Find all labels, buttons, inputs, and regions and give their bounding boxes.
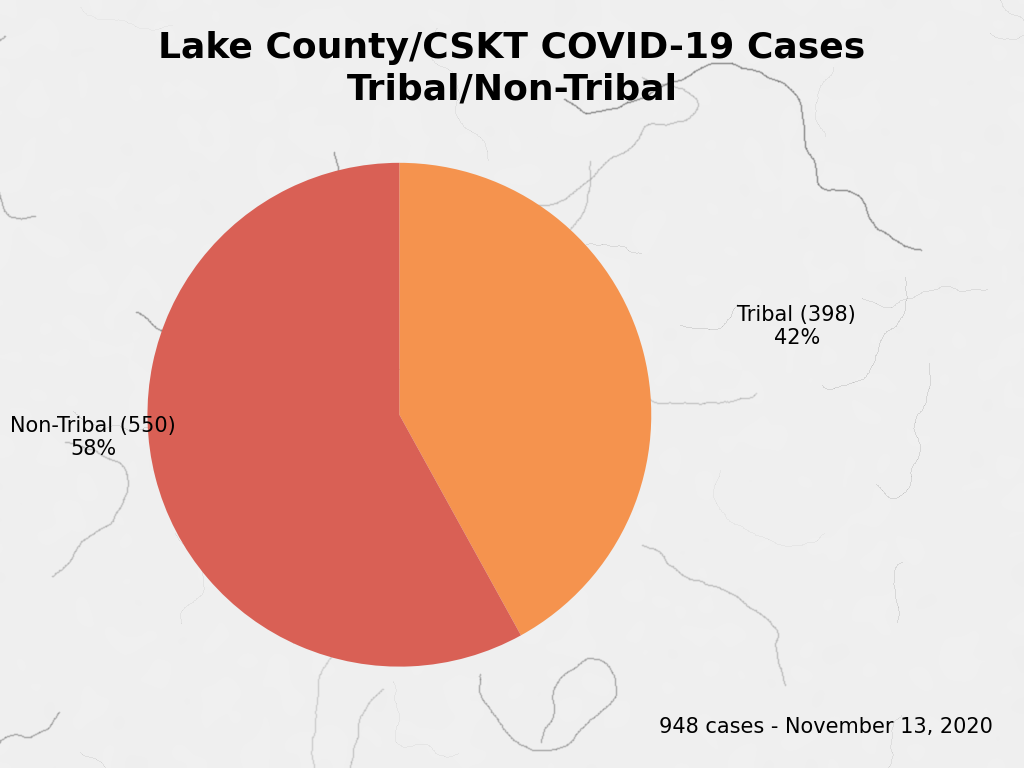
Text: Lake County/CSKT COVID-19 Cases
Tribal/Non-Tribal: Lake County/CSKT COVID-19 Cases Tribal/N… xyxy=(159,31,865,107)
Wedge shape xyxy=(399,163,651,635)
Text: 948 cases - November 13, 2020: 948 cases - November 13, 2020 xyxy=(659,717,993,737)
Text: Tribal (398)
42%: Tribal (398) 42% xyxy=(737,305,856,348)
Wedge shape xyxy=(147,163,521,667)
Text: Non-Tribal (550)
58%: Non-Tribal (550) 58% xyxy=(10,416,176,459)
